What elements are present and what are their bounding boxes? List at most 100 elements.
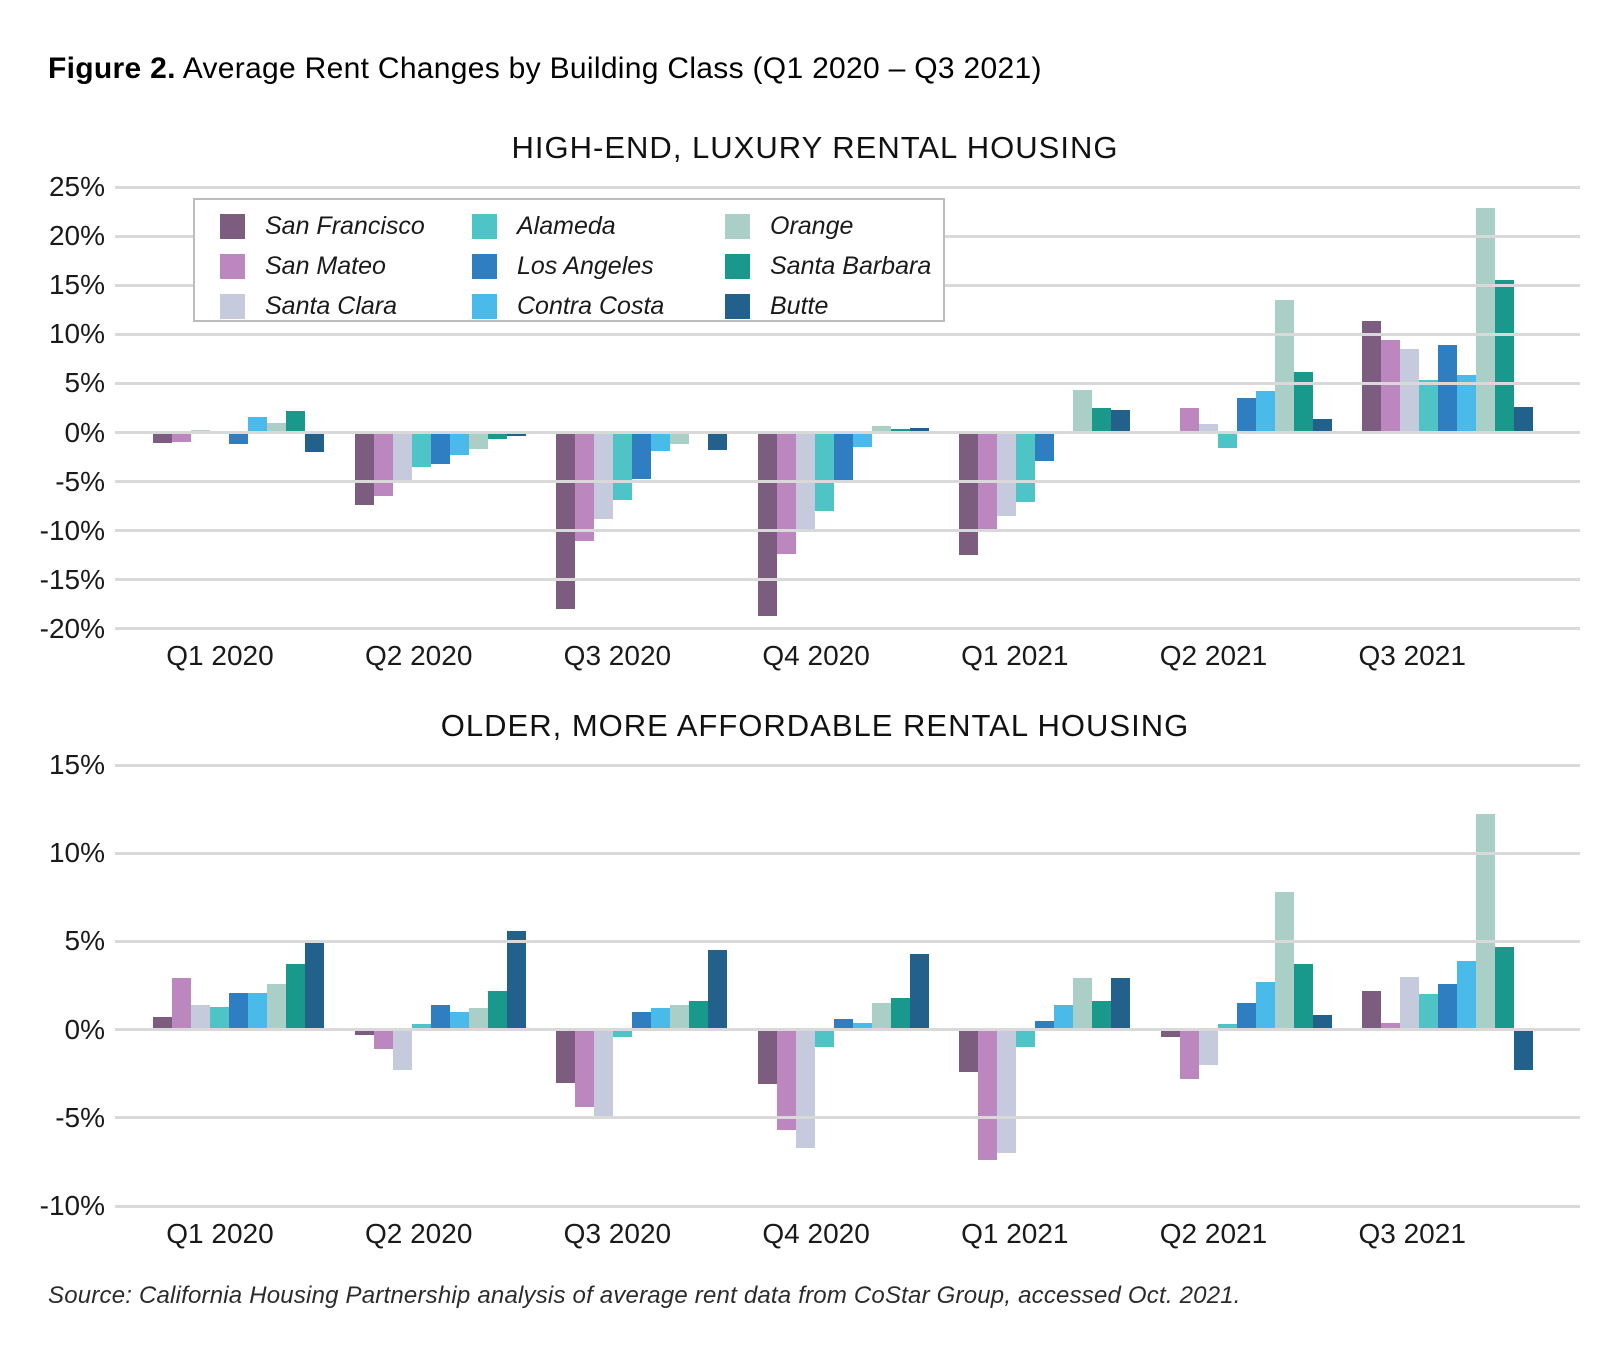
bar-orange xyxy=(1274,299,1294,433)
bar-butte xyxy=(1312,418,1332,433)
gridline xyxy=(115,1116,1580,1120)
y-tick-label: -5% xyxy=(55,1101,105,1133)
legend-label: Butte xyxy=(770,292,829,320)
bar-santa-barbara xyxy=(689,1001,708,1030)
bar-san-mateo xyxy=(776,1029,796,1131)
bar-butte xyxy=(1111,978,1130,1030)
y-tick-label: -5% xyxy=(55,465,105,497)
legend-label: San Mateo xyxy=(265,252,386,280)
bar-los-angeles xyxy=(430,1004,450,1030)
bar-butte xyxy=(708,432,727,451)
bar-butte xyxy=(909,427,929,433)
bar-orange xyxy=(468,1008,488,1030)
bar-butte xyxy=(1111,409,1130,433)
bar-orange xyxy=(267,983,286,1030)
bar-alameda xyxy=(1217,1024,1237,1030)
bar-santa-clara xyxy=(795,1029,815,1148)
bar-alameda xyxy=(411,1024,431,1030)
bar-alameda xyxy=(613,1029,632,1037)
bar-santa-barbara xyxy=(1495,280,1514,433)
legend-swatch-icon xyxy=(220,294,245,319)
bar-los-angeles xyxy=(229,432,248,445)
bar-los-angeles xyxy=(833,1019,853,1030)
figure-title: Figure 2. Average Rent Changes by Buildi… xyxy=(48,52,1042,86)
gridline xyxy=(115,851,1580,855)
bar-butte xyxy=(708,950,727,1030)
bar-santa-clara xyxy=(1400,349,1419,433)
bar-los-angeles xyxy=(229,992,248,1030)
legend-label: Contra Costa xyxy=(517,292,665,320)
x-tick-label: Q3 2020 xyxy=(563,640,672,671)
bar-alameda xyxy=(1016,432,1035,503)
bar-los-angeles xyxy=(1035,432,1054,461)
y-tick-label: -10% xyxy=(39,1190,105,1221)
bar-san-mateo xyxy=(575,432,594,541)
gridline xyxy=(115,185,1580,189)
bar-san-mateo xyxy=(1179,407,1199,433)
bar-santa-barbara xyxy=(487,990,507,1030)
x-tick-label: Q3 2021 xyxy=(1358,640,1466,671)
legend-swatch-icon xyxy=(725,214,750,239)
bar-san-mateo xyxy=(776,432,796,555)
x-tick-label: Q1 2021 xyxy=(961,640,1069,671)
bar-san-francisco xyxy=(757,432,777,617)
gridline xyxy=(115,939,1580,943)
bar-orange xyxy=(1274,892,1294,1030)
bar-butte xyxy=(1312,1015,1332,1030)
bar-alameda xyxy=(210,1006,229,1030)
bar-orange xyxy=(871,425,891,433)
bar-los-angeles xyxy=(1236,398,1256,433)
bar-san-francisco xyxy=(959,1029,978,1072)
gridline xyxy=(115,332,1580,336)
gridline xyxy=(115,529,1580,533)
bar-santa-barbara xyxy=(286,410,305,433)
legend-swatch-icon xyxy=(725,294,750,319)
bar-alameda xyxy=(1419,994,1438,1030)
bar-alameda xyxy=(1419,380,1438,433)
bar-contra-costa xyxy=(1255,981,1275,1030)
bar-orange xyxy=(1476,814,1495,1030)
bar-contra-costa xyxy=(449,432,469,456)
bar-santa-barbara xyxy=(1092,1001,1111,1030)
source-note: Source: California Housing Partnership a… xyxy=(48,1282,1241,1309)
bar-san-francisco xyxy=(1362,320,1381,433)
bar-santa-barbara xyxy=(1092,407,1111,433)
y-tick-label: -10% xyxy=(39,514,105,546)
bar-orange xyxy=(1073,978,1092,1030)
bar-contra-costa xyxy=(1054,1004,1073,1030)
legend-swatch-icon xyxy=(725,254,750,279)
bar-santa-barbara xyxy=(890,997,910,1030)
bar-san-francisco xyxy=(153,1017,172,1030)
legend-label: Los Angeles xyxy=(517,252,654,280)
legend-swatch-icon xyxy=(220,254,245,279)
x-tick-label: Q2 2021 xyxy=(1159,1218,1268,1249)
bar-santa-clara xyxy=(997,432,1016,516)
bar-contra-costa xyxy=(1457,374,1476,433)
y-tick-label: 20% xyxy=(48,220,105,252)
y-tick-label: 0% xyxy=(64,416,105,448)
legend-box: San Francisco San Mateo Santa Clara Alameda… xyxy=(193,198,945,322)
legend-label: San Francisco xyxy=(265,212,425,240)
bar-los-angeles xyxy=(1035,1020,1054,1030)
bar-san-francisco xyxy=(153,432,172,444)
bar-santa-clara xyxy=(997,1029,1016,1154)
bar-san-francisco xyxy=(556,432,575,610)
bar-santa-barbara xyxy=(1293,964,1313,1030)
bar-santa-clara xyxy=(392,432,412,483)
bar-santa-barbara xyxy=(1495,946,1514,1030)
bar-san-francisco xyxy=(757,1029,777,1085)
bar-alameda xyxy=(814,432,834,512)
figure-label: Figure 2. xyxy=(48,52,176,85)
bar-los-angeles xyxy=(632,432,651,479)
bar-contra-costa xyxy=(852,1022,872,1030)
bar-san-mateo xyxy=(373,432,393,497)
bar-contra-costa xyxy=(651,1008,670,1030)
y-tick-label: -20% xyxy=(39,612,105,644)
bar-los-angeles xyxy=(833,432,853,481)
bar-butte xyxy=(506,930,526,1030)
bar-los-angeles xyxy=(632,1011,651,1030)
x-tick-label: Q2 2020 xyxy=(364,1218,473,1249)
bar-butte xyxy=(506,432,526,437)
bar-santa-barbara xyxy=(1293,371,1313,433)
